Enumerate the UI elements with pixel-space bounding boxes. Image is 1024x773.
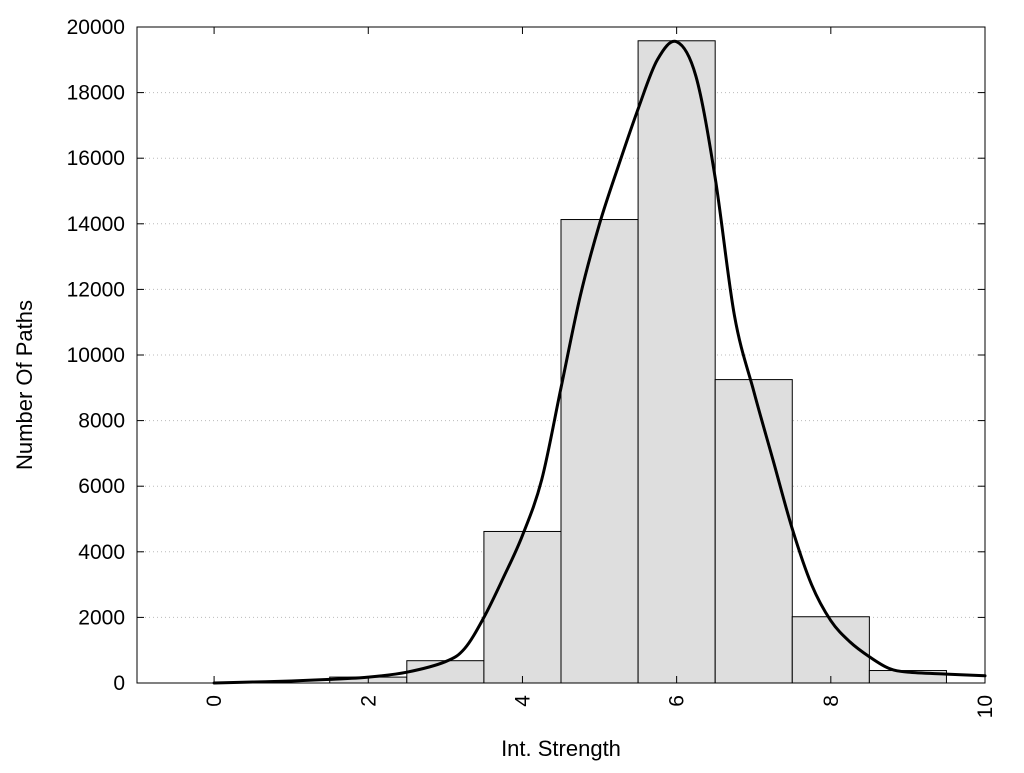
x-tick-label: 4 (511, 695, 534, 707)
axis-ticks (137, 26, 986, 684)
bar-series (329, 40, 947, 684)
x-tick-label: 6 (666, 695, 689, 707)
histogram-bar (560, 219, 639, 684)
x-tick-label: 8 (820, 695, 843, 707)
histogram-bar (483, 530, 562, 684)
y-tick-label: 12000 (67, 278, 125, 301)
y-tick-label: 8000 (78, 410, 125, 433)
y-tick-label: 0 (113, 672, 125, 695)
x-axis-label: Int. Strength (501, 736, 621, 761)
y-tick-label: 10000 (67, 344, 125, 367)
fit-curve (212, 39, 987, 685)
histogram-bar (714, 379, 793, 684)
x-tick-label: 2 (357, 695, 380, 707)
x-tick-label: 0 (203, 695, 226, 707)
y-tick-label: 20000 (67, 16, 125, 39)
y-tick-label: 14000 (67, 213, 125, 236)
x-tick-label: 10 (974, 695, 997, 718)
fit-curve-layer (212, 39, 987, 685)
y-tick-label: 4000 (78, 541, 125, 564)
axis-tick-labels: 0 2000 4000 6000 8000 10000 12000 14000 16000 180… (67, 16, 997, 718)
y-axis-label: Number Of Paths (12, 300, 37, 470)
y-tick-label: 18000 (67, 82, 125, 105)
histogram-bar (791, 616, 870, 684)
histogram-bar (637, 40, 716, 684)
y-tick-label: 6000 (78, 475, 125, 498)
histogram-bar (406, 660, 485, 684)
y-tick-label: 2000 (78, 606, 125, 629)
y-tick-label: 16000 (67, 147, 125, 170)
